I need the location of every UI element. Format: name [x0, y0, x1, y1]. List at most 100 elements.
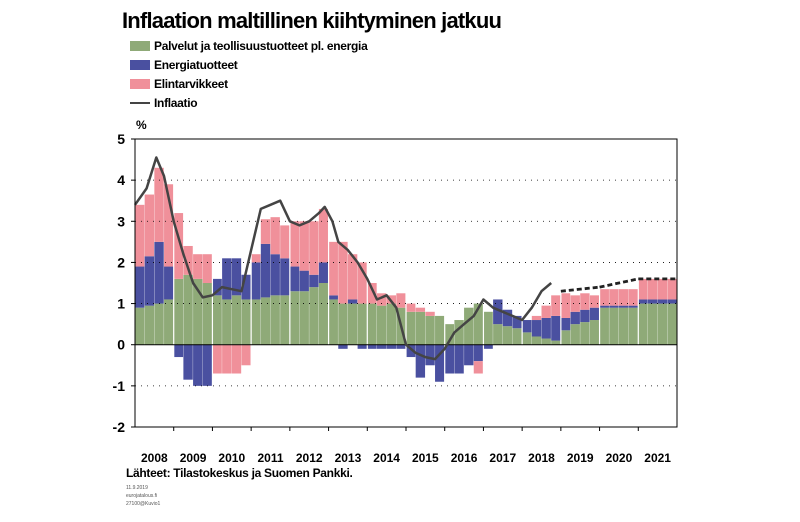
bar-energy-2015Q3 [425, 344, 435, 366]
bar-energy-2012Q2 [299, 270, 309, 292]
x-tick-label-2008: 2008 [141, 451, 168, 465]
bar-services-2016Q4 [473, 303, 484, 345]
bar-energy-2011Q4 [280, 258, 290, 296]
bar-energy-2014Q1 [367, 344, 377, 349]
bar-energy-2008Q4 [164, 266, 174, 300]
bar-services-2010Q3 [231, 295, 242, 345]
bar-food-2013Q1 [328, 241, 338, 296]
x-tick-label-2014: 2014 [373, 451, 400, 465]
bar-food-2020Q3 [618, 289, 629, 306]
x-tick-label-2018: 2018 [528, 451, 555, 465]
bar-food-2010Q1 [212, 344, 222, 374]
source-note: Lähteet: Tilastokeskus ja Suomen Pankki. [126, 466, 353, 480]
legend-label-food: Elintarvikkeet [154, 77, 228, 91]
x-tick-label-2015: 2015 [412, 451, 439, 465]
bar-services-2018Q4 [551, 340, 561, 345]
bar-services-2014Q3 [386, 303, 397, 345]
bar-energy-2013Q1 [328, 295, 338, 300]
bar-services-2015Q3 [425, 315, 435, 345]
bar-services-2009Q4 [202, 283, 213, 345]
bar-energy-2011Q3 [270, 254, 280, 296]
bar-services-2014Q2 [376, 305, 387, 345]
bar-services-2021Q2 [647, 303, 658, 345]
bar-food-2008Q1 [135, 204, 145, 267]
bar-energy-2017Q2 [493, 299, 503, 325]
bar-food-2012Q3 [309, 221, 319, 275]
x-tick-label-2011: 2011 [257, 451, 283, 465]
bar-energy-2021Q2 [647, 299, 658, 304]
bar-services-2019Q3 [580, 322, 590, 345]
bar-energy-2015Q1 [406, 344, 416, 358]
bar-energy-2010Q4 [241, 274, 251, 300]
y-tick-label-2: 2 [117, 254, 125, 270]
bar-energy-2012Q3 [309, 274, 319, 288]
bar-services-2013Q2 [338, 303, 348, 345]
bar-services-2011Q1 [251, 299, 261, 345]
bar-energy-2011Q1 [251, 262, 261, 300]
y-axis-unit: % [136, 118, 147, 132]
bar-food-2015Q2 [415, 307, 426, 312]
bar-energy-2020Q1 [599, 305, 609, 308]
bar-services-2018Q2 [531, 336, 542, 345]
bar-services-2020Q4 [628, 307, 638, 345]
bar-food-2021Q3 [657, 278, 668, 300]
footnote-date: 11.9.2019 [126, 485, 148, 491]
bar-services-2011Q4 [280, 295, 290, 345]
bar-services-2008Q3 [154, 303, 164, 345]
bar-food-2010Q2 [222, 344, 232, 374]
bar-energy-2008Q2 [144, 256, 155, 306]
bar-services-2021Q1 [638, 303, 648, 345]
bar-energy-2017Q3 [502, 309, 513, 327]
bar-food-2013Q4 [357, 262, 367, 304]
bar-food-2020Q2 [609, 289, 619, 306]
legend-swatch-energy [130, 60, 150, 70]
bar-food-2015Q3 [425, 311, 435, 316]
bar-food-2009Q2 [183, 245, 193, 275]
bar-energy-2018Q1 [522, 320, 532, 333]
bar-energy-2014Q2 [376, 344, 387, 349]
bar-services-2017Q2 [493, 324, 503, 345]
bar-food-2012Q4 [318, 208, 329, 263]
bar-services-2019Q1 [560, 330, 571, 345]
x-tick-label-2017: 2017 [489, 451, 516, 465]
bar-food-2014Q4 [396, 293, 406, 308]
bar-services-2016Q1 [444, 324, 455, 345]
bar-food-2009Q1 [173, 213, 184, 279]
bar-food-2011Q4 [280, 225, 290, 259]
bar-energy-2018Q3 [541, 317, 551, 339]
y-tick-label--1: -1 [113, 378, 126, 394]
bar-food-2012Q2 [299, 221, 309, 271]
bar-services-2017Q3 [502, 326, 513, 345]
legend-item-services: Palvelut ja teollisuustuotteet pl. energ… [130, 38, 368, 54]
bar-energy-2008Q3 [154, 241, 164, 304]
bar-energy-2013Q2 [338, 344, 348, 349]
bar-energy-2014Q4 [396, 344, 406, 349]
legend-label-energy: Energiatuotteet [154, 58, 238, 72]
legend-item-energy: Energiatuotteet [130, 57, 238, 73]
footnote-site: eurojatalous.fi [126, 493, 158, 499]
bar-energy-2021Q4 [667, 299, 677, 304]
bar-services-2012Q3 [309, 287, 319, 345]
bar-services-2009Q2 [183, 274, 193, 345]
bar-energy-2015Q2 [415, 344, 426, 378]
bar-services-2013Q1 [328, 299, 338, 345]
bar-energy-2017Q4 [512, 315, 522, 329]
y-tick-label-1: 1 [117, 296, 125, 312]
bar-services-2019Q2 [570, 324, 580, 345]
bar-services-2019Q4 [589, 320, 600, 345]
y-tick-label-0: 0 [117, 337, 125, 353]
bar-services-2008Q4 [164, 299, 174, 345]
bar-services-2010Q1 [212, 295, 222, 345]
bar-energy-2019Q3 [580, 309, 590, 323]
inflation-line [133, 156, 553, 361]
bar-services-2011Q3 [270, 295, 280, 345]
bar-energy-2010Q3 [231, 258, 242, 296]
bar-services-2016Q3 [464, 307, 474, 345]
chart-title: Inflaation maltillinen kiihtyminen jatku… [122, 8, 502, 33]
bar-services-2013Q3 [347, 303, 358, 345]
bar-services-2012Q2 [299, 291, 309, 345]
bar-energy-2019Q1 [560, 317, 571, 331]
x-tick-label-2021: 2021 [644, 451, 671, 465]
y-tick-label-4: 4 [117, 172, 125, 188]
bar-food-2016Q4 [473, 361, 484, 374]
